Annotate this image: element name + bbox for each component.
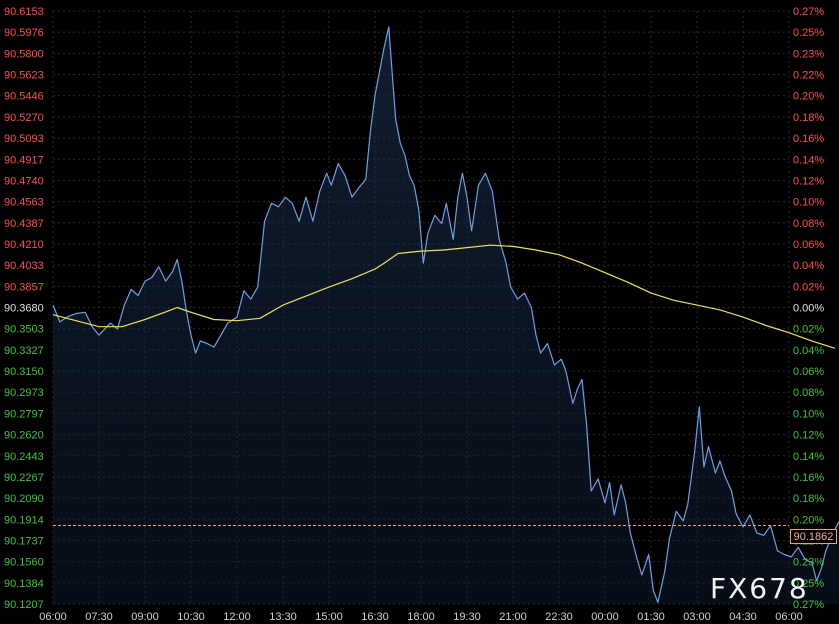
y-tick-label: 90.4033 [4,260,44,272]
x-tick-label: 03:00 [683,611,711,623]
y-tick-label: 90.1737 [4,535,44,547]
y2-tick-label: 0.23% [793,48,824,60]
y2-tick-label: 0.25% [793,578,824,590]
y2-tick-label: 0.08% [793,387,824,399]
x-tick-label: 04:30 [729,611,757,623]
y-tick-label: 90.3503 [4,324,44,336]
y2-tick-label: 0.10% [793,197,824,209]
y2-tick-label: 0.25% [793,27,824,39]
x-tick-label: 07:30 [85,611,113,623]
y2-tick-label: 0.04% [793,260,824,272]
y-tick-label: 90.4740 [4,175,44,187]
y2-tick-label: 0.16% [793,472,824,484]
y2-tick-label: 0.23% [793,557,824,569]
y-tick-label: 90.5093 [4,133,44,145]
x-tick-label: 01:30 [637,611,665,623]
y2-tick-label: 0.00% [793,303,824,315]
y-tick-label: 90.1207 [4,599,44,611]
x-tick-label: 10:30 [177,611,205,623]
y2-tick-label: 0.27% [793,6,824,18]
y-tick-label: 90.4387 [4,218,44,230]
y2-tick-label: 0.14% [793,154,824,166]
x-tick-label: 22:30 [545,611,573,623]
y-tick-label: 90.5623 [4,70,44,82]
series-lines [52,26,839,603]
x-tick-label: 19:30 [453,611,481,623]
watermark-logo: FX678 [710,572,809,605]
y2-tick-label: 0.04% [793,345,824,357]
y2-tick-label: 0.06% [793,366,824,378]
y2-tick-label: 0.14% [793,451,824,463]
y2-tick-label: 0.22% [793,70,824,82]
y-tick-label: 90.2620 [4,430,44,442]
y-tick-label: 90.1914 [4,514,44,526]
y-tick-label: 90.5270 [4,112,44,124]
y2-tick-label: 0.16% [793,133,824,145]
y-tick-label: 90.2443 [4,451,44,463]
y-tick-label: 90.2090 [4,493,44,505]
moving-average-line [52,244,836,349]
y-tick-label: 90.5446 [4,91,44,103]
x-tick-label: 21:00 [499,611,527,623]
y2-tick-label: 0.10% [793,408,824,420]
y2-tick-label: 0.02% [793,281,824,293]
y-tick-label: 90.2797 [4,408,44,420]
y2-tick-label: 0.12% [793,430,824,442]
y-tick-label: 90.3680 [4,303,44,315]
y-tick-label: 90.3150 [4,366,44,378]
y2-tick-label: 0.02% [793,324,824,336]
x-tick-label: 16:30 [361,611,389,623]
price-area [53,26,839,604]
y2-tick-label: 0.06% [793,239,824,251]
y2-tick-label: 0.18% [793,112,824,124]
y2-tick-label: 0.27% [793,599,824,611]
x-tick-label: 13:30 [269,611,297,623]
price-area-fill [53,26,839,604]
y2-tick-label: 0.08% [793,218,824,230]
y-tick-label: 90.2973 [4,387,44,399]
y-tick-label: 90.1384 [4,578,44,590]
y2-tick-label: 0.12% [793,175,824,187]
y-tick-label: 90.4563 [4,197,44,209]
y2-tick-label: 0.18% [793,493,824,505]
x-axis: 06:00 07:30 09:00 10:30 12:00 13:30 15:00 16:30… [39,611,803,623]
y2-tick-label: 0.20% [793,91,824,103]
y-tick-label: 90.1560 [4,557,44,569]
x-tick-label: 06:00 [775,611,803,623]
y-tick-label: 90.4210 [4,239,44,251]
last-price-label: 90.1862 [790,529,837,544]
x-tick-label: 09:00 [131,611,159,623]
y-tick-label: 90.6153 [4,6,44,18]
price-series-line [52,26,839,603]
x-tick-label: 12:00 [223,611,251,623]
x-tick-label: 00:00 [591,611,619,623]
y-tick-label: 90.5976 [4,27,44,39]
y-axis-right: 0.27% 0.25% 0.23% 0.22% 0.20% 0.18% 0.16% 0.14%… [793,6,824,611]
y-tick-label: 90.3327 [4,345,44,357]
x-tick-label: 06:00 [39,611,67,623]
x-tick-label: 15:00 [315,611,343,623]
y2-tick-label: 0.20% [793,514,824,526]
y-tick-label: 90.3857 [4,281,44,293]
x-tick-label: 18:00 [407,611,435,623]
y-tick-label: 90.5800 [4,48,44,60]
y-tick-label: 90.2267 [4,472,44,484]
y-tick-label: 90.4917 [4,154,44,166]
y-axis-left: 90.6153 90.5976 90.5800 90.5623 90.5446 90.52… [4,6,44,611]
